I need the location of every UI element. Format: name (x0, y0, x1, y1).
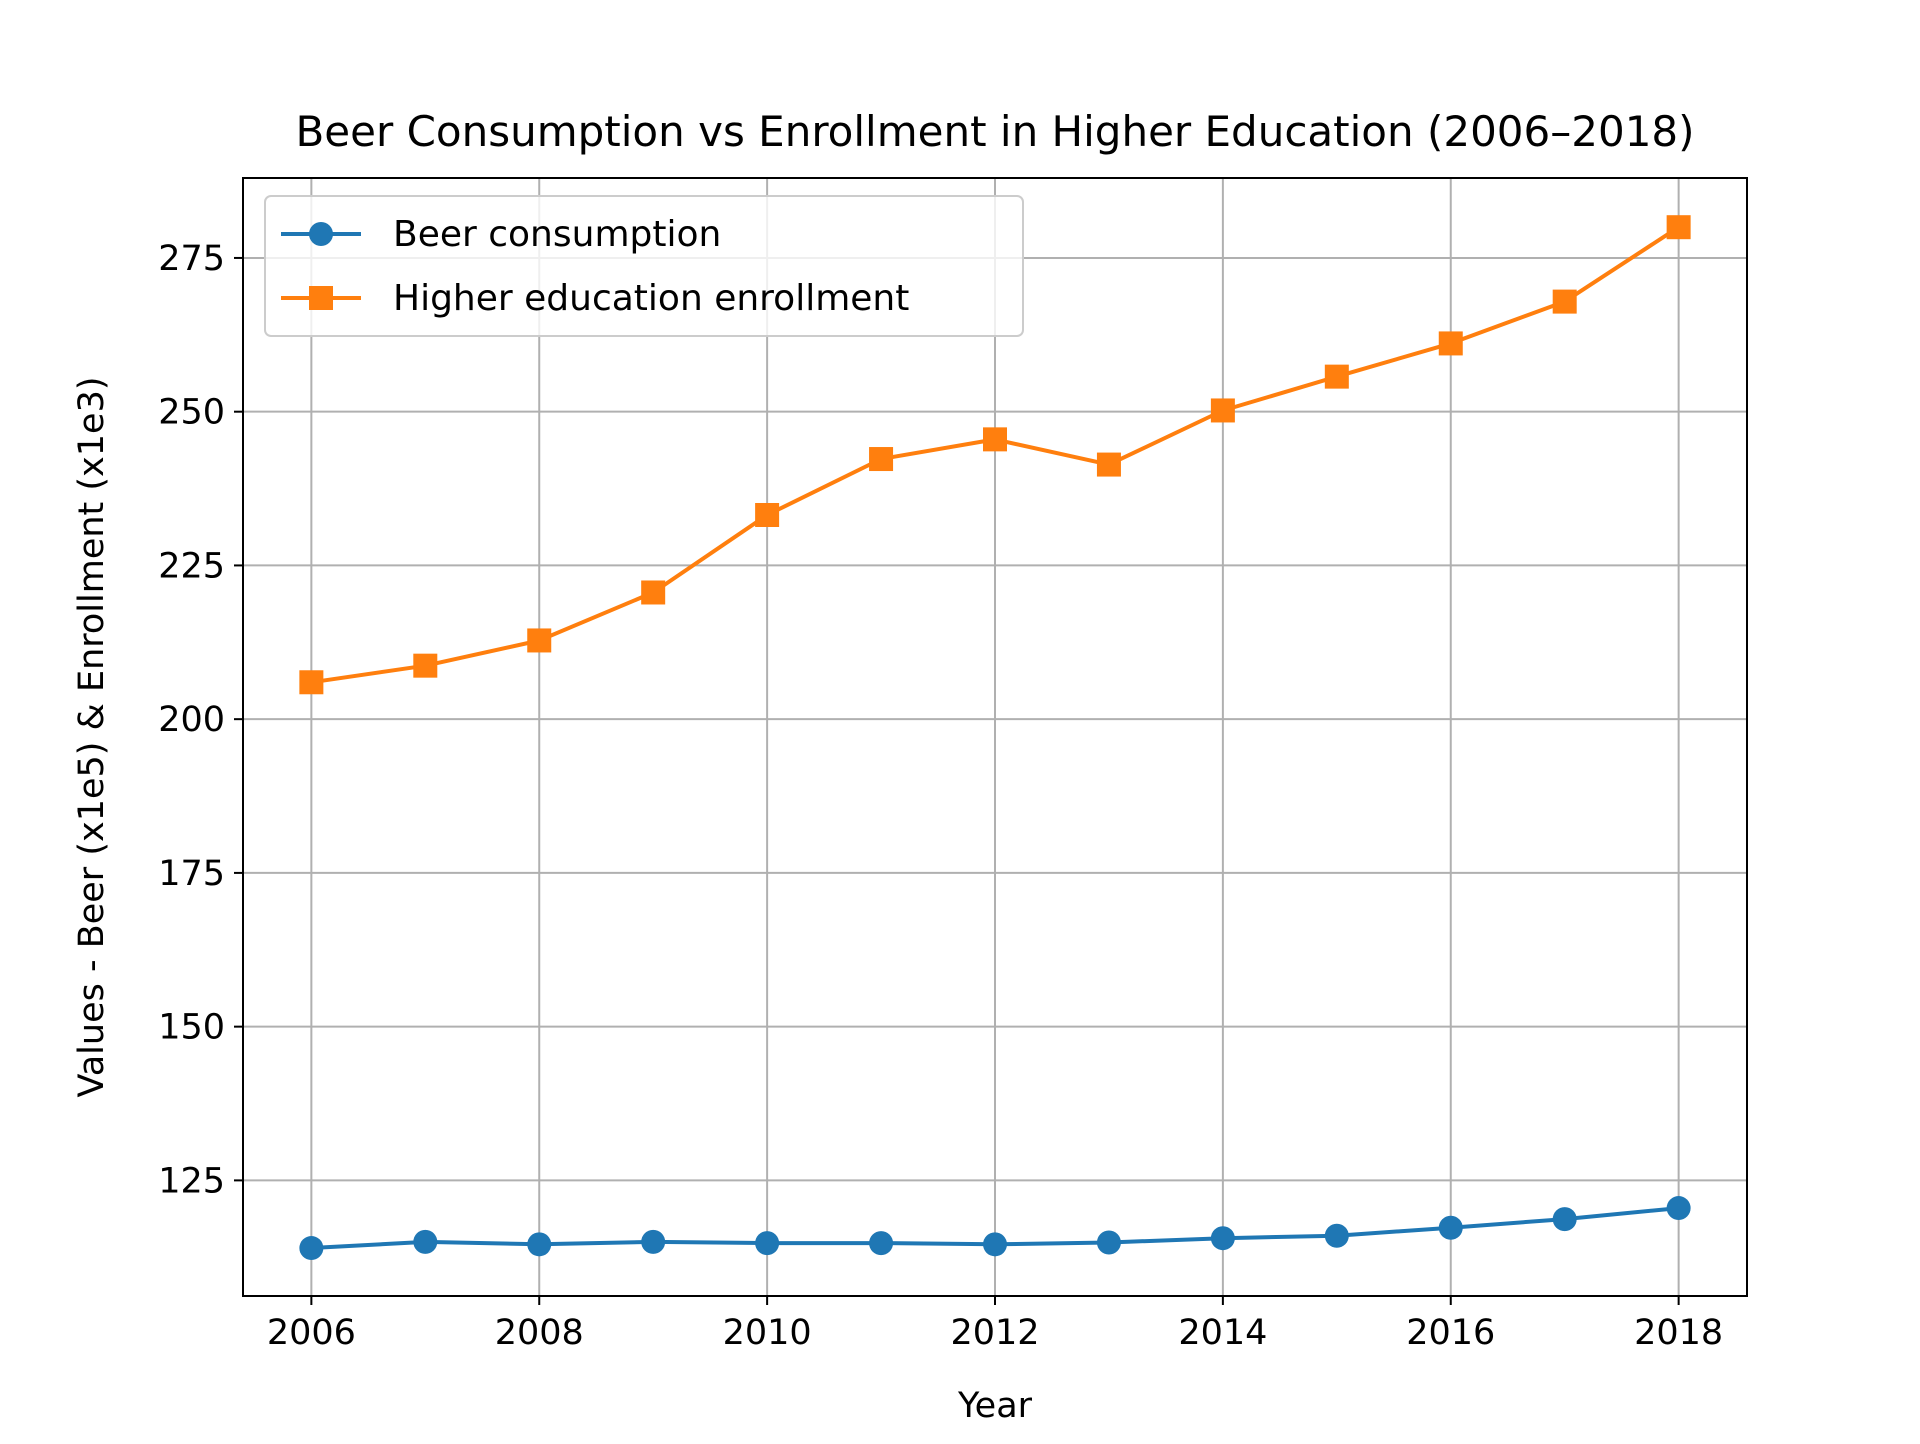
legend-item: Higher education enrollment (281, 278, 909, 319)
data-point (641, 1229, 666, 1254)
legend-label: Higher education enrollment (393, 278, 909, 319)
legend-entries: Beer consumption Higher education enrollm… (281, 214, 909, 319)
data-point (1096, 452, 1121, 477)
data-point (1210, 1226, 1235, 1251)
series-0 (299, 1196, 1691, 1261)
legend-item: Beer consumption (281, 214, 721, 255)
tick-layer: 2006 2008 2010 2012 2014 2016 2018 125 150 175 200… (158, 239, 1723, 1353)
series-1 (299, 215, 1691, 695)
x-tick-label: 2018 (1634, 1313, 1723, 1353)
legend-marker (309, 286, 333, 310)
y-tick-label: 225 (158, 546, 225, 586)
data-point (527, 1232, 552, 1257)
data-point (983, 427, 1007, 452)
x-axis-label: Year (957, 1386, 1033, 1426)
x-tick-label: 2012 (950, 1313, 1039, 1353)
data-point (755, 1231, 780, 1256)
y-tick-label: 250 (158, 393, 225, 433)
data-point (983, 1232, 1007, 1257)
data-point (299, 1236, 324, 1261)
legend-box (264, 195, 1024, 337)
x-tick-label: 2008 (495, 1313, 584, 1353)
data-point (869, 447, 894, 472)
data-point (869, 1231, 894, 1256)
x-tick-label: 2006 (267, 1313, 356, 1353)
data-point (1438, 331, 1463, 356)
data-point (1552, 1207, 1577, 1232)
y-axis-label: Values - Beer (x1e5) & Enrollment (x1e3) (72, 377, 112, 1098)
y-tick-label: 175 (158, 854, 225, 894)
x-tick-label: 2016 (1406, 1313, 1495, 1353)
data-point (1096, 1230, 1121, 1255)
data-point (755, 502, 780, 527)
y-tick-label: 150 (158, 1008, 225, 1048)
y-tick-label: 125 (158, 1161, 225, 1201)
x-tick-label: 2014 (1178, 1313, 1267, 1353)
data-point (1210, 398, 1235, 423)
data-point (299, 670, 324, 695)
data-point (1438, 1215, 1463, 1240)
data-point (1324, 1223, 1349, 1248)
y-tick-label: 200 (158, 700, 225, 740)
data-point (527, 628, 552, 653)
legend: Beer consumption Higher education enrollm… (264, 195, 1024, 337)
data-point (1666, 215, 1691, 240)
data-point (413, 1229, 438, 1254)
series-layer (299, 215, 1691, 1261)
legend-marker (309, 222, 333, 246)
y-tick-label: 275 (158, 239, 225, 279)
data-point (413, 653, 438, 678)
legend-label: Beer consumption (393, 214, 721, 255)
data-point (1552, 289, 1577, 314)
data-point (1666, 1196, 1691, 1221)
data-point (641, 580, 666, 605)
x-tick-label: 2010 (723, 1313, 812, 1353)
chart-title: Beer Consumption vs Enrollment in Higher… (295, 107, 1694, 156)
data-point (1324, 364, 1349, 389)
